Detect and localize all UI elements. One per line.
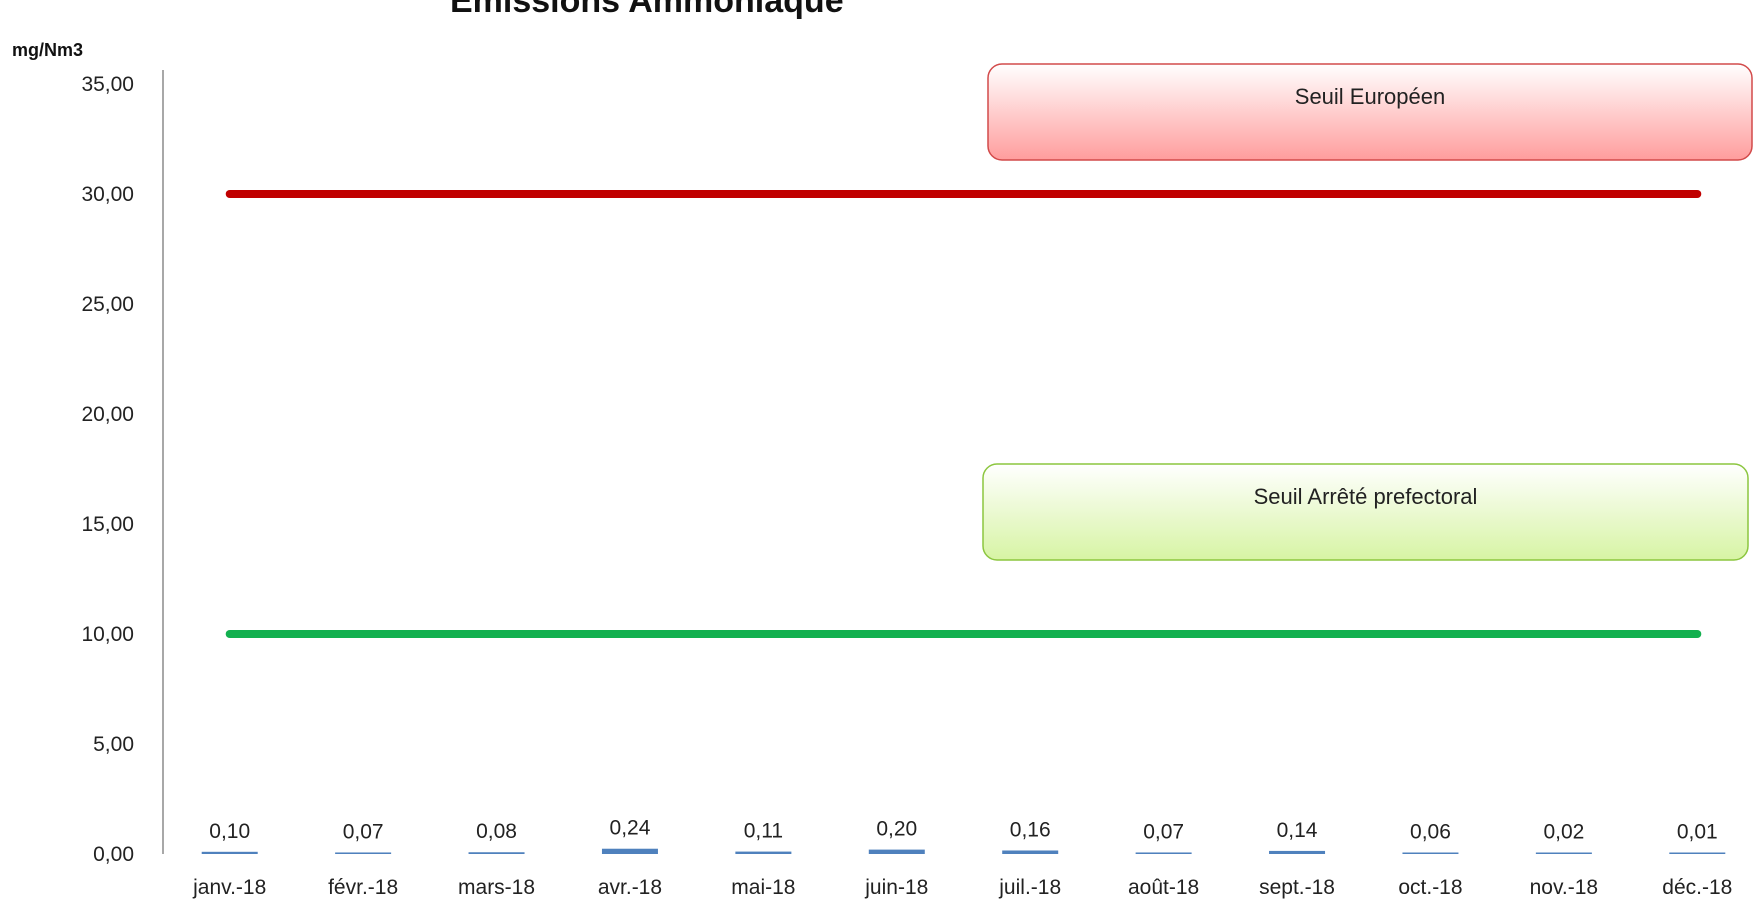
x-tick-label: avr.-18 (598, 876, 662, 899)
y-tick-label: 20,00 (81, 403, 134, 426)
x-tick-label: oct.-18 (1398, 876, 1462, 899)
bar (335, 852, 392, 854)
data-label: 0,20 (876, 818, 917, 841)
x-tick-label: mars-18 (458, 876, 535, 899)
bar (201, 851, 258, 854)
data-label: 0,11 (744, 820, 783, 843)
bar (868, 849, 925, 854)
data-label: 0,16 (1010, 818, 1051, 841)
data-label: 0,10 (209, 820, 250, 843)
data-label: 0,07 (1143, 820, 1184, 843)
data-label: 0,01 (1677, 821, 1718, 844)
x-tick-label: janv.-18 (192, 876, 266, 899)
bar (1669, 852, 1726, 854)
chart-title: Emissions Ammoniaque (450, 0, 844, 20)
y-tick-label: 5,00 (93, 733, 134, 756)
y-tick-label: 0,00 (93, 843, 134, 866)
data-label: 0,14 (1277, 819, 1318, 842)
y-tick-label: 30,00 (81, 183, 134, 206)
y-tick-label: 10,00 (81, 623, 134, 646)
x-tick-label: juin-18 (864, 876, 928, 899)
y-tick-label: 25,00 (81, 293, 134, 316)
y-tick-label: 15,00 (81, 513, 134, 536)
bar (1402, 852, 1459, 854)
x-tick-label: août-18 (1128, 876, 1199, 899)
x-tick-label: nov.-18 (1530, 876, 1599, 899)
bar (1269, 850, 1326, 854)
threshold-annotation-box (982, 463, 1749, 561)
threshold-annotation-box (987, 63, 1753, 161)
x-tick-label: févr.-18 (328, 876, 398, 899)
data-label: 0,02 (1543, 821, 1584, 844)
data-label: 0,06 (1410, 821, 1451, 844)
threshold-annotation-label: Seuil Européen (1295, 84, 1445, 109)
x-tick-label: sept.-18 (1259, 876, 1335, 899)
data-label: 0,07 (343, 820, 384, 843)
bar (1535, 852, 1592, 854)
data-label: 0,08 (476, 820, 517, 843)
data-label: 0,24 (610, 817, 651, 840)
bar (601, 848, 658, 854)
y-tick-label: 35,00 (81, 73, 134, 96)
y-axis-label: mg/Nm3 (12, 40, 83, 60)
bar (468, 852, 525, 854)
x-tick-label: déc.-18 (1662, 876, 1732, 899)
bar (735, 851, 792, 854)
bar (1135, 852, 1192, 854)
bar (1002, 850, 1059, 854)
x-tick-label: juil.-18 (998, 876, 1061, 899)
x-tick-label: mai-18 (731, 876, 795, 899)
threshold-annotation-label: Seuil Arrêté prefectoral (1254, 484, 1478, 509)
